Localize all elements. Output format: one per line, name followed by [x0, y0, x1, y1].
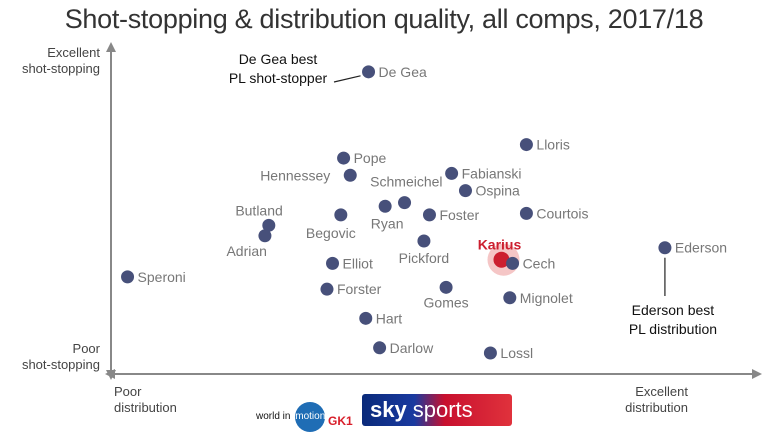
annotation-line: PL distribution	[629, 321, 717, 337]
point-label-pickford: Pickford	[399, 250, 450, 266]
annotation-line: Ederson best	[632, 302, 715, 318]
point-label-speroni: Speroni	[138, 269, 186, 285]
y-axis-high-label: Excellent shot-stopping	[22, 45, 100, 76]
footer-logos: world in motion GK1 sky sports	[256, 392, 526, 432]
y-axis-low-label: Poor shot-stopping	[22, 341, 101, 372]
axes	[105, 42, 762, 380]
point-label-foster: Foster	[439, 207, 479, 223]
point-label-elliot: Elliot	[343, 255, 373, 271]
y-axis-low-label-line: shot-stopping	[22, 357, 100, 372]
point-foster	[422, 208, 436, 222]
sky-word: sky	[370, 397, 407, 422]
point-lloris	[519, 138, 533, 152]
sky-sports-logo: sky sports	[362, 394, 512, 426]
point-label-hart: Hart	[376, 310, 403, 326]
point-label-schmeichel: Schmeichel	[370, 174, 442, 190]
point-label-gomes: Gomes	[424, 294, 469, 310]
point-label-adrian: Adrian	[226, 243, 266, 259]
point-karius	[493, 251, 510, 268]
point-label-butland: Butland	[235, 202, 282, 218]
x-axis-low-label-line: distribution	[114, 400, 177, 415]
point-label-courtois: Courtois	[536, 205, 588, 221]
point-fabianski	[445, 166, 459, 180]
chart-title: Shot-stopping & distribution quality, al…	[64, 4, 704, 34]
world-in-motion-text: world in	[256, 411, 291, 422]
gk1-logo: GK1	[328, 414, 353, 428]
point-ederson	[658, 241, 672, 255]
points-layer: De Gea Lloris Pope Fabianski Hennessey Schmei…	[121, 64, 727, 361]
point-pickford	[417, 234, 431, 248]
point-cech	[506, 256, 520, 270]
point-gomes	[439, 280, 453, 294]
point-label-begovic: Begovic	[306, 225, 356, 241]
point-label-ryan: Ryan	[371, 215, 404, 231]
point-label-ospina: Ospina	[475, 183, 520, 199]
annotations: De Gea best PL shot-stopper Ederson best PL…	[229, 51, 717, 337]
point-label-forster: Forster	[337, 281, 382, 297]
annotation-line: PL shot-stopper	[229, 70, 328, 86]
point-hart	[359, 311, 373, 325]
annotation-ederson: Ederson best PL distribution	[629, 302, 717, 337]
point-ospina	[458, 184, 472, 198]
point-schmeichel	[398, 196, 412, 210]
x-axis-arrow-right	[752, 369, 762, 379]
point-label-fabianski: Fabianski	[462, 165, 522, 181]
annotation-leader-de-gea	[333, 75, 361, 83]
point-label-karius: Karius	[478, 237, 522, 253]
x-axis-arrow-left	[105, 369, 115, 379]
point-begovic	[334, 208, 348, 222]
y-axis-arrow-up	[106, 42, 116, 52]
point-butland	[262, 218, 276, 232]
point-label-darlow: Darlow	[390, 340, 434, 356]
point-darlow	[373, 341, 387, 355]
point-lossl	[483, 346, 497, 360]
point-elliot	[326, 256, 340, 270]
point-mignolet	[503, 291, 517, 305]
point-label-cech: Cech	[523, 255, 556, 271]
x-axis-high-label-line: Excellent	[635, 384, 688, 399]
point-label-lossl: Lossl	[500, 345, 533, 361]
point-label-ederson: Ederson	[675, 240, 727, 256]
annotation-line: De Gea best	[239, 51, 318, 67]
point-forster	[320, 282, 334, 296]
y-axis-high-label-line: shot-stopping	[22, 61, 100, 76]
point-label-de-gea: De Gea	[379, 64, 427, 80]
point-adrian	[258, 229, 272, 243]
point-speroni	[121, 270, 135, 284]
world-in-motion-badge: motion	[295, 402, 325, 432]
world-in-motion-logo: world in motion	[256, 402, 325, 432]
y-axis-high-label-line: Excellent	[47, 45, 100, 60]
x-axis-high-label-line: distribution	[625, 400, 688, 415]
point-label-hennessey: Hennessey	[260, 167, 330, 183]
x-axis-high-label: Excellent distribution	[625, 384, 688, 415]
annotation-de-gea: De Gea best PL shot-stopper	[229, 51, 328, 86]
point-label-lloris: Lloris	[536, 137, 569, 153]
x-axis-low-label: Poor distribution	[114, 384, 177, 415]
point-label-pope: Pope	[354, 150, 387, 166]
point-label-mignolet: Mignolet	[520, 290, 573, 306]
point-courtois	[519, 206, 533, 220]
point-hennessey	[343, 168, 357, 182]
point-de-gea	[362, 65, 376, 79]
sports-word: sports	[412, 397, 473, 422]
point-pope	[337, 151, 351, 165]
y-axis-low-label-line: Poor	[73, 341, 101, 356]
x-axis-low-label-line: Poor	[114, 384, 142, 399]
point-ryan	[378, 199, 392, 213]
